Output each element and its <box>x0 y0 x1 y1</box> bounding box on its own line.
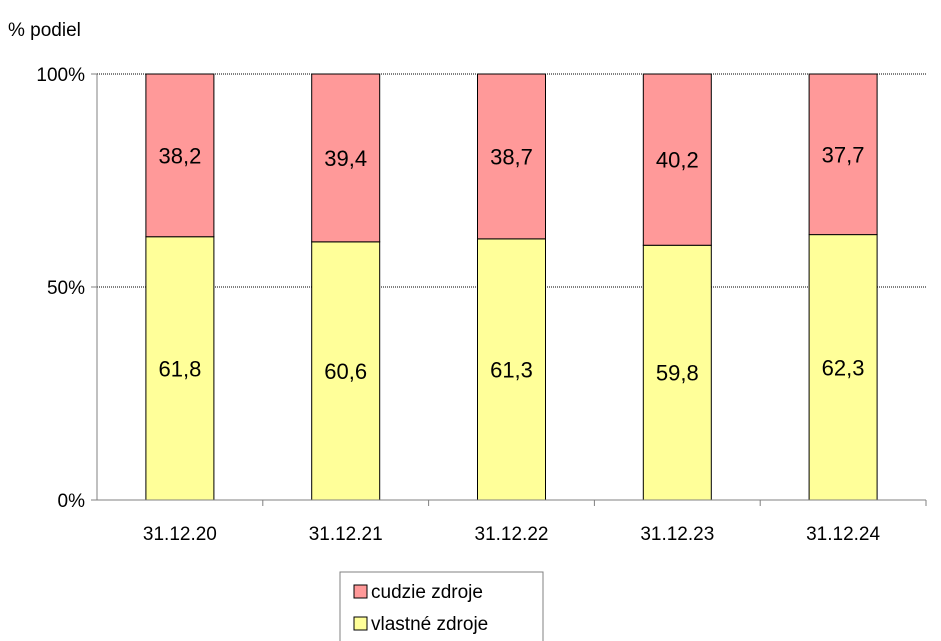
legend-swatch <box>353 584 368 599</box>
bar-segment <box>145 236 215 501</box>
axes: 0% 50% 100% 31.12.20 31.12.21 31.12.22 31.12.2… <box>36 65 927 545</box>
x-tick-label: 31.12.20 <box>143 524 217 545</box>
bar-segment <box>808 73 878 236</box>
y-tick-label: 100% <box>36 65 85 86</box>
bar-segment <box>642 244 712 501</box>
legend-label: cudzie zdroje <box>371 582 483 603</box>
bar-segment <box>311 241 381 501</box>
bar-segment <box>808 234 878 501</box>
bar-data-label: 62,3 <box>822 355 865 380</box>
y-tick-label: 0% <box>58 491 86 512</box>
bars: 61,8 38,2 60,6 39,4 61,3 38,7 59,8 40,2 62,3 37,7 <box>145 73 878 501</box>
bar-data-label: 39,4 <box>324 146 367 171</box>
x-tick-label: 31.12.21 <box>309 524 383 545</box>
x-tick-label: 31.12.23 <box>640 524 714 545</box>
bar-data-label: 60,6 <box>324 359 367 384</box>
bar-segment <box>311 73 381 243</box>
legend-swatch <box>353 616 368 631</box>
bar-segment <box>477 238 546 501</box>
bar-segment <box>145 73 215 238</box>
x-tick-label: 31.12.24 <box>806 524 880 545</box>
legend-label: vlastné zdroje <box>371 614 488 635</box>
bar-data-label: 40,2 <box>656 148 699 173</box>
legend: cudzie zdroje vlastné zdroje <box>339 571 544 641</box>
bar-data-label: 61,8 <box>158 356 201 381</box>
bar-segment <box>642 73 712 246</box>
x-tick-label: 31.12.22 <box>475 524 549 545</box>
y-tick-label: 50% <box>47 278 85 299</box>
legend-box <box>339 571 544 641</box>
bar-data-label: 59,8 <box>656 361 699 386</box>
y-axis-title: % podiel <box>8 20 81 41</box>
bar-segment <box>477 73 546 240</box>
bar-data-label: 38,7 <box>490 144 533 169</box>
bar-data-label: 37,7 <box>822 142 865 167</box>
bar-data-label: 38,2 <box>158 143 201 168</box>
bar-data-label: 61,3 <box>490 357 533 382</box>
